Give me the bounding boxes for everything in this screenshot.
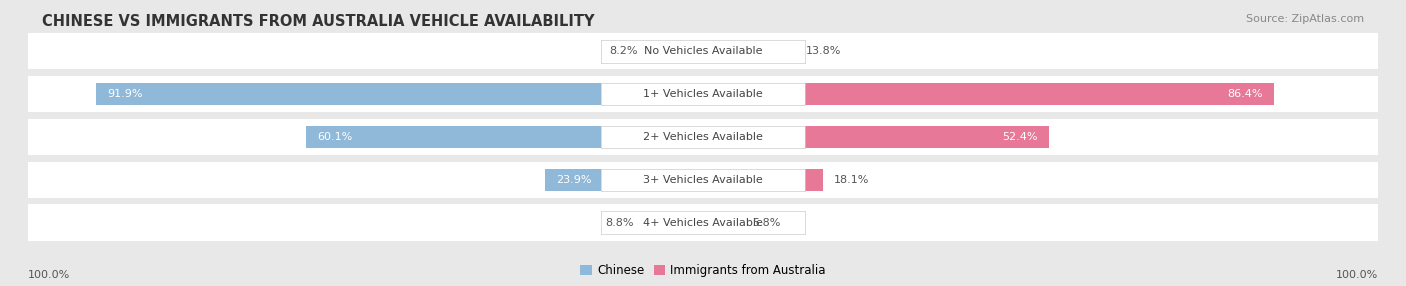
Text: No Vehicles Available: No Vehicles Available: [644, 46, 762, 56]
Text: 4+ Vehicles Available: 4+ Vehicles Available: [643, 218, 763, 228]
Text: 52.4%: 52.4%: [1002, 132, 1038, 142]
Text: Source: ZipAtlas.com: Source: ZipAtlas.com: [1246, 14, 1364, 24]
Text: 23.9%: 23.9%: [557, 175, 592, 185]
Text: 100.0%: 100.0%: [28, 270, 70, 279]
Text: 8.2%: 8.2%: [609, 46, 637, 56]
Text: 100.0%: 100.0%: [1336, 270, 1378, 279]
Text: 86.4%: 86.4%: [1227, 89, 1263, 99]
Legend: Chinese, Immigrants from Australia: Chinese, Immigrants from Australia: [581, 264, 825, 277]
Text: CHINESE VS IMMIGRANTS FROM AUSTRALIA VEHICLE AVAILABILITY: CHINESE VS IMMIGRANTS FROM AUSTRALIA VEH…: [42, 14, 595, 29]
Text: 3+ Vehicles Available: 3+ Vehicles Available: [643, 175, 763, 185]
Text: 18.1%: 18.1%: [834, 175, 869, 185]
Text: 5.8%: 5.8%: [752, 218, 780, 228]
Text: 8.8%: 8.8%: [605, 218, 634, 228]
Text: 1+ Vehicles Available: 1+ Vehicles Available: [643, 89, 763, 99]
Text: 2+ Vehicles Available: 2+ Vehicles Available: [643, 132, 763, 142]
Text: 13.8%: 13.8%: [806, 46, 841, 56]
Text: 60.1%: 60.1%: [318, 132, 353, 142]
Text: 91.9%: 91.9%: [107, 89, 142, 99]
